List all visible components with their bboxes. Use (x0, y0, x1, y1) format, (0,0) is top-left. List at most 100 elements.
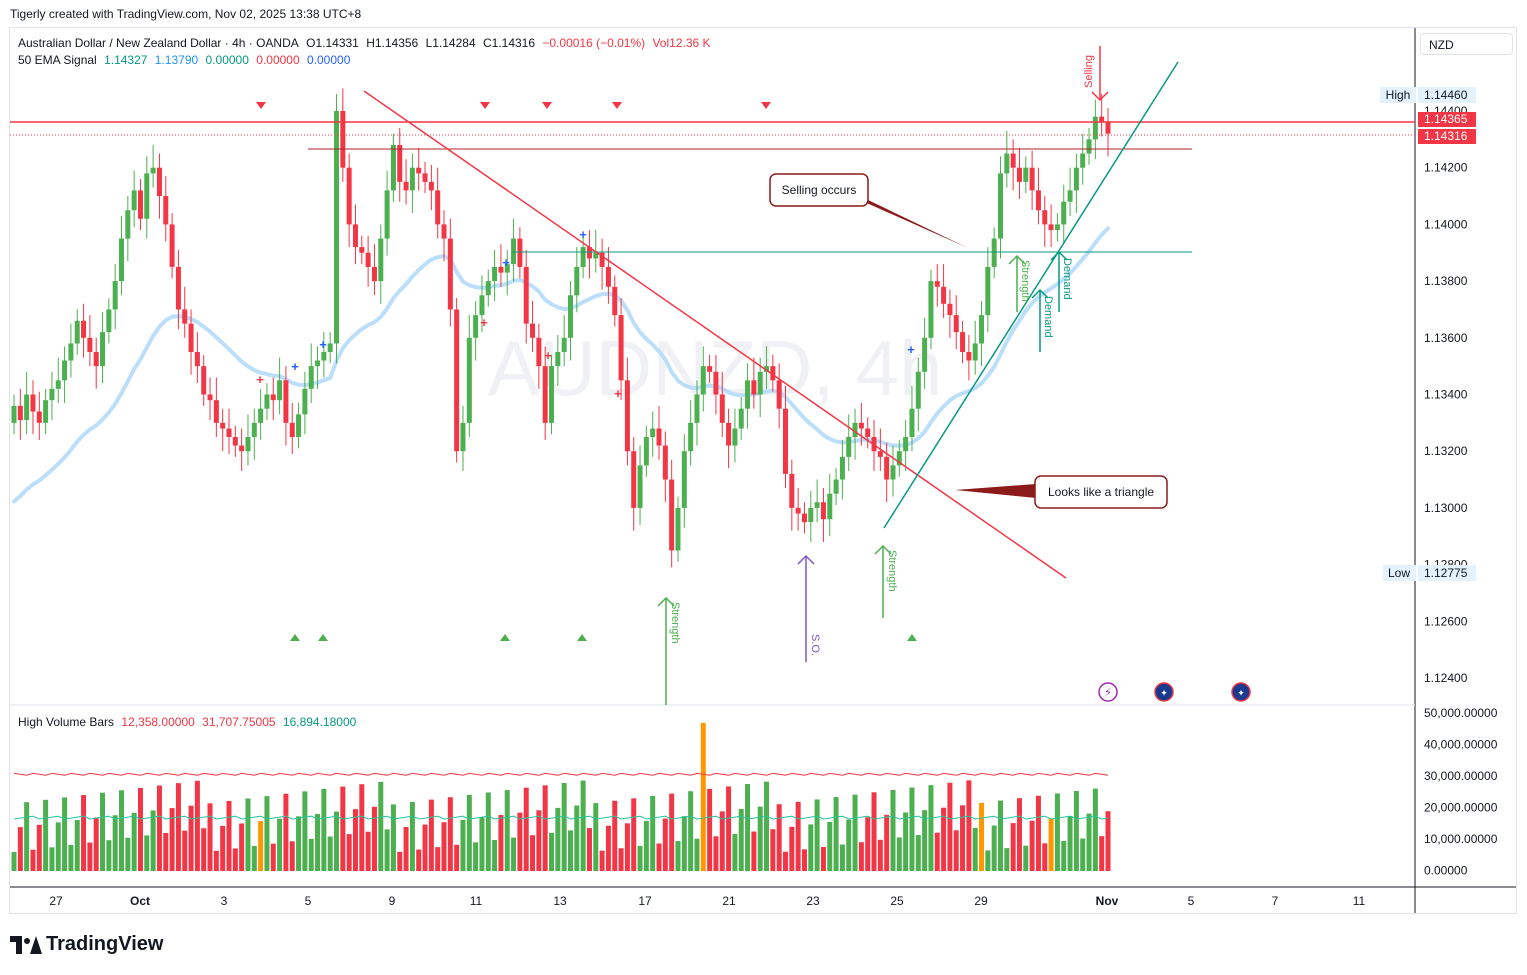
sell-signal-marker (256, 102, 266, 109)
ema-polyline (12, 226, 1110, 504)
descending-trendline[interactable] (363, 90, 1067, 579)
candle-body (112, 281, 118, 310)
volume-bar (820, 846, 826, 871)
event-icon[interactable]: ⚡ (1098, 682, 1118, 702)
candle-body (232, 437, 238, 446)
price-tick-label: 1.13000 (1424, 501, 1468, 515)
strength-label: Strength (669, 602, 681, 644)
selling-occurs-callout[interactable]: Selling occurs (769, 173, 968, 248)
price-tick-label: 1.13800 (1424, 274, 1468, 288)
volume-bar (764, 781, 770, 871)
demand-label: Demand (1042, 296, 1054, 338)
so-arrow[interactable]: S.O. (797, 554, 821, 662)
candle-body (251, 422, 257, 438)
selling-arrow[interactable]: Selling (1083, 46, 1109, 102)
ascending-trendline[interactable] (883, 61, 1179, 529)
candle-body (517, 238, 523, 267)
demand-label: Demand (1061, 258, 1073, 300)
buy-signal-marker (577, 634, 587, 641)
candle-body (137, 190, 143, 219)
candle-body (498, 266, 504, 273)
flag-icon[interactable]: ✦ (1231, 682, 1251, 702)
volume-bar (782, 851, 788, 871)
volume-value: Vol12.36 K (652, 36, 711, 50)
candle-body (947, 303, 953, 316)
volume-bar (315, 813, 321, 871)
volume-bar (492, 839, 498, 871)
volume-bar (150, 810, 156, 871)
candle-body (827, 493, 833, 520)
volume-bar (1067, 815, 1073, 871)
candle-body (156, 167, 162, 197)
volume-bar (801, 849, 807, 871)
volume-bar (523, 787, 529, 871)
triangle-callout[interactable]: Looks like a triangle (955, 475, 1168, 509)
sell-signal-marker (761, 102, 771, 109)
candle-body (340, 111, 346, 168)
candle-body (403, 181, 409, 191)
indicator-legend[interactable]: 50 EMA Signal 1.14327 1.13790 0.00000 0.… (18, 53, 354, 67)
indicator-value: 1.13790 (154, 53, 199, 67)
volume-bar (979, 802, 985, 871)
candle-body (428, 181, 434, 191)
volume-bar (504, 790, 510, 871)
candle-body (675, 507, 681, 551)
volume-bar (732, 833, 738, 871)
candle-body (915, 371, 921, 409)
demand-arrow[interactable]: Demand (1050, 250, 1073, 312)
brand-name: TradingView (46, 933, 164, 955)
candle-body (49, 388, 55, 401)
indicator-name[interactable]: 50 EMA Signal (18, 53, 97, 67)
symbol-watermark: AUDNZD, 4h (487, 324, 942, 412)
candle-body (131, 190, 137, 211)
candle-body (669, 479, 675, 551)
candle-body (884, 456, 890, 480)
price-tick-label: 1.13400 (1424, 388, 1468, 402)
indicator-value: 0.00000 (256, 53, 300, 67)
symbol-title[interactable]: Australian Dollar / New Zealand Dollar ·… (18, 36, 299, 50)
time-tick-label: 11 (470, 894, 483, 908)
symbol-legend[interactable]: Australian Dollar / New Zealand Dollar ·… (18, 36, 715, 50)
volume-avg-line (13, 815, 1109, 820)
candle-body (264, 394, 270, 409)
volume-tick-label: 0.00000 (1424, 864, 1468, 878)
candle-body (985, 266, 991, 316)
svg-text:⚡: ⚡ (1104, 687, 1112, 699)
volume-bar (858, 842, 864, 871)
volume-indicator-name[interactable]: High Volume Bars (18, 715, 115, 729)
cross-marker: + (579, 227, 587, 242)
flag-icon[interactable]: ✦ (1154, 682, 1174, 702)
volume-bar (169, 808, 175, 871)
candle-body (125, 210, 131, 239)
time-tick-label: 9 (389, 894, 396, 908)
volume-bar (631, 798, 637, 871)
volume-bar (624, 823, 630, 871)
volume-bar (1080, 838, 1086, 871)
volume-legend[interactable]: High Volume Bars 12,358.00000 31,707.750… (18, 715, 360, 729)
volume-bar (643, 820, 649, 871)
strength-arrow[interactable]: Strength (874, 544, 898, 618)
time-tick-label: 11 (1353, 894, 1366, 908)
volume-bar (1029, 820, 1035, 871)
demand-arrow[interactable]: Demand (1031, 288, 1054, 352)
volume-bar (985, 850, 991, 871)
candle-body (511, 238, 517, 265)
candle-body (764, 366, 770, 372)
volume-bar (188, 805, 194, 871)
candle-body (770, 366, 776, 381)
strength-arrow[interactable]: Strength (657, 596, 681, 705)
candle-body (953, 315, 959, 333)
svg-text:1.14316: 1.14316 (1424, 129, 1468, 143)
tradingview-logo[interactable]: TradingView (10, 933, 163, 956)
volume-bar (384, 829, 390, 871)
candle-body (327, 343, 333, 352)
candle-body (1080, 153, 1086, 168)
strength-arrow[interactable]: Strength (1008, 254, 1031, 312)
candle-body (466, 337, 472, 423)
volume-bar (479, 817, 485, 871)
volume-bar (207, 803, 213, 871)
candles (11, 88, 1111, 568)
candle-body (460, 422, 466, 452)
currency-button[interactable]: NZD (1420, 33, 1513, 55)
